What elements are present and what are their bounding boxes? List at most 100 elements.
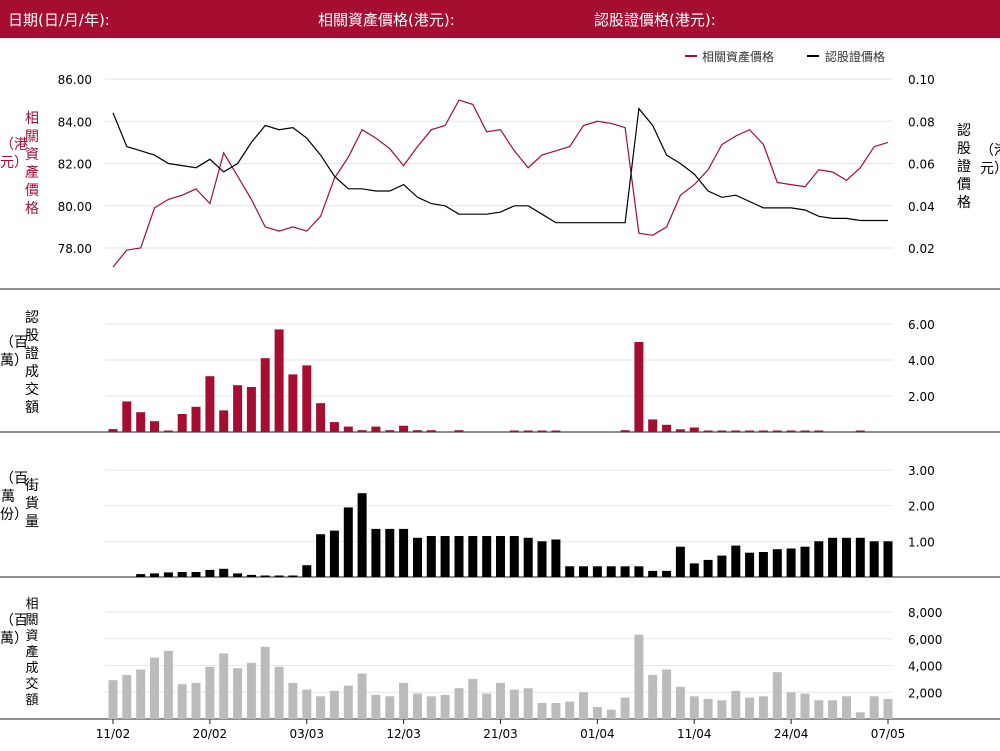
warrant-turnover-bar xyxy=(523,430,533,432)
outstanding-bar xyxy=(620,566,630,577)
outstanding-bar xyxy=(177,572,187,577)
outstanding-bar xyxy=(523,537,533,577)
outstanding-bar xyxy=(496,536,505,577)
outstanding-bar xyxy=(579,566,588,577)
warrant-turnover-bar xyxy=(246,387,256,432)
x-axis-tick-label: 24/04 xyxy=(774,727,809,741)
underlying-turnover-bar xyxy=(579,692,588,720)
warrant-turnover-bar xyxy=(274,329,284,432)
outstanding-bar xyxy=(163,572,173,577)
underlying-turnover-bar xyxy=(758,696,768,719)
warrant-turnover-bar xyxy=(163,430,173,432)
warrant-turnover-bar xyxy=(136,412,146,432)
outstanding-bar xyxy=(509,536,519,577)
warrant-turnover-bar xyxy=(731,430,741,432)
x-axis-tick-label: 20/02 xyxy=(193,727,228,741)
outstanding-bar xyxy=(302,565,312,577)
warrant-turnover-bar xyxy=(800,430,810,432)
underlying-turnover-bar xyxy=(523,688,533,719)
outstanding-axis-label: 街貨量 xyxy=(25,478,39,530)
underlying-turnover-bar xyxy=(745,697,755,719)
warrant-turnover-bar xyxy=(399,425,409,432)
outstanding-bar xyxy=(772,549,782,577)
outstanding-tick-label: 1.00 xyxy=(908,535,935,549)
warrant-turnover-bar xyxy=(343,426,353,432)
chart-header-bar: 日期(日/月/年): 相關資產價格(港元): 認股證價格(港元): xyxy=(0,0,1000,38)
underlying-turnover-bar xyxy=(675,686,685,719)
outstanding-bar xyxy=(274,575,284,577)
underlying-turnover-bar xyxy=(828,700,838,719)
outstanding-bar xyxy=(357,493,367,577)
underlying-turnover-bar xyxy=(357,673,367,719)
underlying-turnover-bar xyxy=(150,657,159,719)
outstanding-bar xyxy=(634,566,644,577)
underlying-turnover-tick-label: 8,000 xyxy=(908,606,942,620)
underlying-price-axis-unit: （港元） xyxy=(0,137,28,171)
underlying-turnover-bar xyxy=(399,682,409,719)
underlying-turnover-bar xyxy=(191,682,201,719)
underlying-turnover-bar xyxy=(689,696,699,719)
warrant-turnover-bar xyxy=(260,358,270,432)
underlying-turnover-bar xyxy=(606,709,616,719)
warrant-turnover-tick-label: 2.00 xyxy=(908,390,935,404)
underlying-turnover-bar xyxy=(205,666,215,719)
underlying-turnover-bar xyxy=(551,703,561,720)
warrant-turnover-bar xyxy=(219,410,229,432)
underlying-turnover-bar xyxy=(233,668,243,719)
warrant-turnover-bar xyxy=(316,403,326,432)
warrant-turnover-bar xyxy=(509,430,519,432)
underlying-turnover-bar xyxy=(731,690,741,719)
underlying-price-axis-label: 相關資產價格 xyxy=(25,111,39,217)
left-axis-tick-label: 82.00 xyxy=(58,158,92,172)
underlying-turnover-bar xyxy=(136,669,146,719)
underlying-turnover-bar xyxy=(302,689,312,719)
left-axis-tick-label: 86.00 xyxy=(58,73,92,87)
outstanding-tick-label: 3.00 xyxy=(908,464,935,478)
underlying-turnover-bar xyxy=(482,693,492,719)
underlying-turnover-bar xyxy=(426,696,436,719)
date-label: 日期(日/月/年): xyxy=(8,11,110,29)
warrant-turnover-bar xyxy=(150,421,159,432)
outstanding-axis-unit: （百萬份） xyxy=(0,471,28,523)
underlying-turnover-bar xyxy=(177,684,187,719)
underlying-turnover-bar xyxy=(274,666,284,719)
outstanding-bar xyxy=(468,536,478,577)
underlying-turnover-axis-label: 相關資產成交額 xyxy=(25,597,39,708)
outstanding-bar xyxy=(869,541,879,577)
underlying-turnover-bar xyxy=(122,674,132,719)
warrant-turnover-bar xyxy=(385,430,395,432)
outstanding-bar xyxy=(689,563,699,577)
warrant-turnover-bar xyxy=(758,430,768,432)
underlying-turnover-bar xyxy=(883,698,893,719)
warrant-turnover-bar xyxy=(177,414,187,432)
warrant-price-label: 認股證價格(港元): xyxy=(594,11,716,29)
outstanding-bar xyxy=(316,534,326,577)
underlying-turnover-bar xyxy=(869,696,879,719)
outstanding-bar xyxy=(219,568,229,577)
warrant-turnover-bar xyxy=(634,342,644,432)
outstanding-bar xyxy=(233,573,243,577)
outstanding-bar xyxy=(731,545,741,577)
outstanding-bar xyxy=(592,566,602,577)
warrant-turnover-bar xyxy=(855,430,865,432)
underlying-turnover-bar xyxy=(592,707,602,719)
outstanding-bar xyxy=(675,546,685,577)
underlying-turnover-bar xyxy=(288,682,298,719)
underlying-turnover-bar xyxy=(814,700,824,719)
underlying-turnover-bar xyxy=(468,678,478,719)
outstanding-bar xyxy=(440,536,450,577)
outstanding-bar xyxy=(800,546,810,577)
warrant-turnover-bar xyxy=(675,429,685,432)
underlying-turnover-bar xyxy=(329,690,339,719)
x-axis-tick-label: 21/03 xyxy=(483,727,518,741)
warrant-turnover-bar xyxy=(233,385,243,432)
warrant-turnover-bar xyxy=(745,430,755,432)
underlying-turnover-bar xyxy=(260,646,270,719)
underlying-turnover-bar xyxy=(385,696,395,719)
warrant-price-axis-label: 認股證價格 xyxy=(957,123,971,211)
outstanding-bar xyxy=(399,528,409,577)
warrant-turnover-bar xyxy=(108,429,118,432)
warrant-turnover-axis-label: 認股證成交額 xyxy=(25,310,39,416)
warrant-turnover-bar xyxy=(620,430,630,432)
warrant-turnover-bar xyxy=(662,424,672,432)
